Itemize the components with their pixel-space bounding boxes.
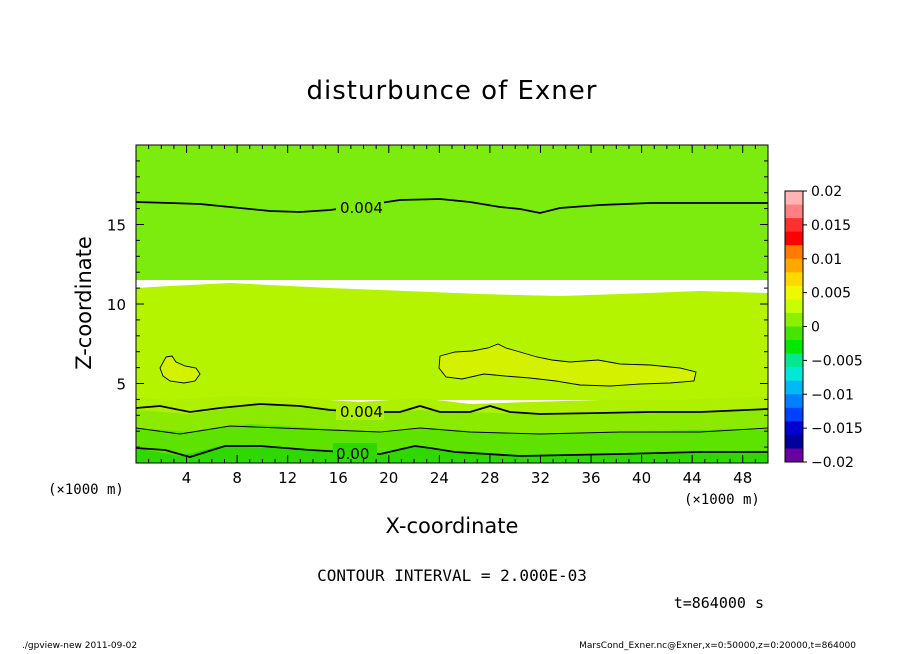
colorbar-swatch — [785, 272, 803, 287]
colorbar-label: −0.015 — [811, 421, 863, 437]
colorbar-swatch — [785, 421, 803, 436]
footer-left: ./gpview-new 2011-09-02 — [22, 641, 138, 651]
footer-right: MarsCond_Exner.nc@Exner,x=0:50000,z=0:20… — [579, 641, 856, 651]
colorbar-label: −0.005 — [811, 353, 863, 369]
contour-label-2: 0.004 — [340, 403, 383, 421]
colorbar-swatch — [785, 353, 803, 368]
contour-line-upper — [135, 198, 768, 214]
x-tick-label: 48 — [733, 469, 752, 487]
contour-line-000 — [135, 445, 768, 458]
x-tick-label: 16 — [329, 469, 348, 487]
field-band-top — [136, 145, 768, 280]
colorbar-swatch — [785, 299, 803, 314]
colorbar-swatch — [785, 285, 803, 300]
colorbar-swatch — [785, 204, 803, 219]
y-tick-label: 5 — [116, 376, 126, 394]
colorbar-label: −0.02 — [811, 455, 854, 471]
x-axis-label: X-coordinate — [385, 514, 519, 538]
colorbar-swatch — [785, 394, 803, 409]
contour-core-left — [159, 355, 201, 384]
contour-label-bg-1 — [336, 197, 384, 215]
x-tick-label: 44 — [683, 469, 702, 487]
colorbar-swatch — [785, 380, 803, 395]
y-axis-label: Z-coordinate — [72, 236, 96, 370]
contour-label-1: 0.004 — [340, 199, 383, 217]
colorbar-swatch — [785, 191, 803, 206]
contour-line-004-lower — [135, 403, 769, 415]
x-unit-left: (×1000 m) — [48, 482, 124, 498]
colorbar-label: 0.015 — [811, 218, 851, 234]
x-tick-label: 40 — [632, 469, 651, 487]
field-band-bottom — [136, 446, 768, 463]
x-tick-label: 20 — [379, 469, 398, 487]
colorbar-swatch — [785, 340, 803, 355]
colorbar-label: 0.01 — [811, 252, 842, 268]
x-tick-label: 36 — [581, 469, 600, 487]
x-tick-label: 28 — [480, 469, 499, 487]
colorbar-label: 0 — [811, 320, 820, 336]
x-tick-label: 32 — [531, 469, 550, 487]
time-readout: t=864000 s — [673, 594, 764, 612]
colorbar-swatch — [785, 218, 803, 233]
field-core-left — [160, 356, 200, 383]
colorbar-swatch — [785, 312, 803, 327]
colorbar-swatch — [785, 434, 803, 449]
chart-title: disturbunce of Exner — [306, 76, 598, 106]
colorbar-label: −0.01 — [811, 387, 854, 403]
colorbar-swatch — [785, 326, 803, 341]
contour-label-3: 0.00 — [336, 445, 369, 463]
contour-core-right — [438, 343, 697, 387]
x-tick-label: 8 — [232, 469, 242, 487]
contour-line-middle — [135, 425, 769, 435]
contour-label-bg-3 — [333, 443, 377, 461]
y-tick-label: 15 — [107, 217, 126, 235]
colorbar-swatch — [785, 245, 803, 260]
colorbar-label: 0.02 — [811, 184, 842, 200]
colorbar-label: 0.005 — [811, 286, 851, 302]
colorbar-swatch — [785, 231, 803, 246]
x-tick-label: 24 — [430, 469, 449, 487]
y-tick-label: 10 — [107, 296, 126, 314]
x-tick-label: 4 — [182, 469, 192, 487]
colorbar-swatch — [785, 258, 803, 273]
contour-interval: CONTOUR INTERVAL = 2.000E-03 — [317, 566, 587, 585]
x-tick-label: 12 — [278, 469, 297, 487]
contour-label-bg-2 — [336, 402, 384, 420]
colorbar-swatch — [785, 367, 803, 382]
colorbar-swatch — [785, 448, 803, 463]
x-unit-right: (×1000 m) — [684, 492, 760, 508]
colorbar-swatch — [785, 407, 803, 422]
